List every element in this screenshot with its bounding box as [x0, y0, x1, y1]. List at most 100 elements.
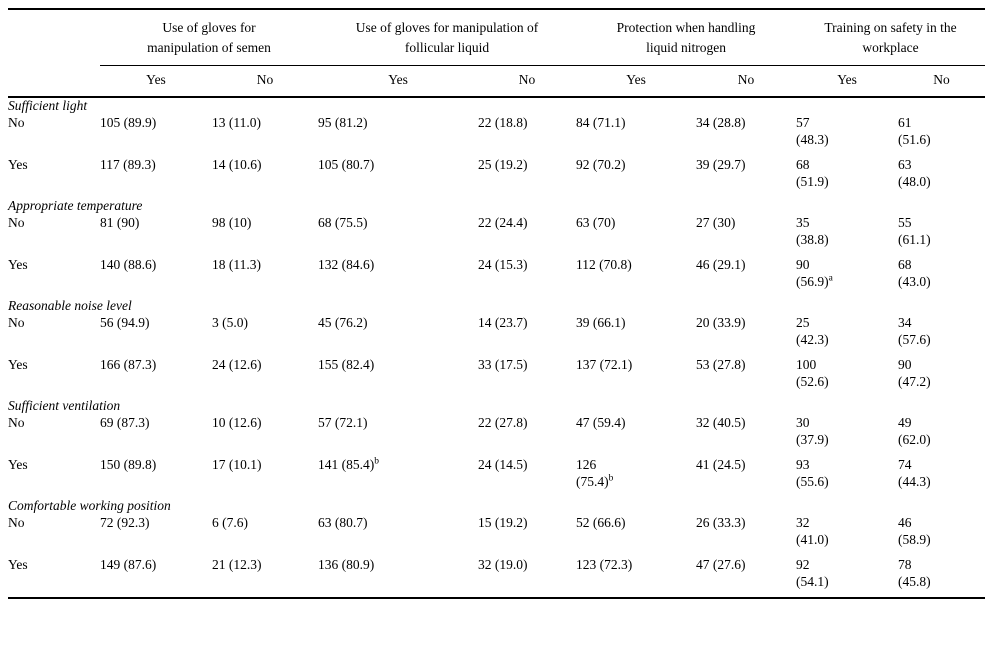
data-cell: 74 (44.3) — [898, 456, 931, 489]
subheader-row: Yes No Yes No Yes No Yes No — [8, 65, 986, 98]
data-cell: 95 (81.2) — [318, 114, 368, 130]
data-cell: 68 (75.5) — [318, 214, 368, 230]
row-label: No — [8, 214, 25, 230]
data-cell: 68 (51.9) — [796, 156, 829, 189]
crosstab-table: Use of gloves for manipulation of semen U… — [8, 8, 986, 599]
table-row: Yes 140 (88.6) 18 (11.3) 132 (84.6) 24 (… — [8, 256, 985, 298]
data-cell: 14 (10.6) — [212, 156, 262, 172]
data-cell: 81 (90) — [100, 214, 140, 230]
data-cell: 32 (41.0) — [796, 514, 829, 547]
group-header-row: Use of gloves for manipulation of semen U… — [8, 9, 986, 66]
data-cell: 25 (42.3) — [796, 314, 829, 347]
data-cell: 90 (47.2) — [898, 356, 931, 389]
data-cell: 72 (92.3) — [100, 514, 150, 530]
data-cell: 53 (27.8) — [696, 356, 746, 372]
data-cell: 24 (12.6) — [212, 356, 262, 372]
section-label: Reasonable noise level — [8, 297, 132, 313]
table-row: Yes 150 (89.8) 17 (10.1) 141 (85.4)b 24 … — [8, 456, 985, 498]
data-cell: 68 (43.0) — [898, 256, 931, 289]
data-cell: 32 (19.0) — [478, 556, 528, 572]
data-cell: 22 (24.4) — [478, 214, 528, 230]
data-cell: 25 (19.2) — [478, 156, 528, 172]
data-cell: 84 (71.1) — [576, 114, 626, 130]
row-label: No — [8, 114, 25, 130]
data-cell: 14 (23.7) — [478, 314, 528, 330]
table-row: No 105 (89.9) 13 (11.0) 95 (81.2) 22 (18… — [8, 114, 985, 156]
data-cell: 17 (10.1) — [212, 456, 262, 472]
data-cell: 126 (75.4)b — [576, 456, 614, 489]
data-cell: 47 (27.6) — [696, 556, 746, 572]
data-cell: 63 (70) — [576, 214, 616, 230]
data-cell: 61 (51.6) — [898, 114, 931, 147]
table-row: Yes 117 (89.3) 14 (10.6) 105 (80.7) 25 (… — [8, 156, 985, 198]
data-cell: 132 (84.6) — [318, 256, 375, 272]
data-cell: 45 (76.2) — [318, 314, 368, 330]
data-cell: 21 (12.3) — [212, 556, 262, 572]
data-cell: 32 (40.5) — [696, 414, 746, 430]
data-cell: 78 (45.8) — [898, 556, 931, 589]
data-cell: 41 (24.5) — [696, 456, 746, 472]
data-cell: 15 (19.2) — [478, 514, 528, 530]
row-label: Yes — [8, 256, 28, 272]
data-cell: 34 (28.8) — [696, 114, 746, 130]
data-cell: 55 (61.1) — [898, 214, 931, 247]
data-cell: 136 (80.9) — [318, 556, 375, 572]
data-cell: 26 (33.3) — [696, 514, 746, 530]
paper-table-page: Use of gloves for manipulation of semen U… — [0, 8, 992, 651]
data-cell: 52 (66.6) — [576, 514, 626, 530]
stub-cell — [8, 65, 100, 98]
data-cell: 18 (11.3) — [212, 256, 261, 272]
data-cell: 57 (48.3) — [796, 114, 829, 147]
group-header-gloves-semen: Use of gloves for manipulation of semen — [100, 9, 319, 66]
data-cell: 105 (80.7) — [318, 156, 375, 172]
table-row: No 69 (87.3) 10 (12.6) 57 (72.1) 22 (27.… — [8, 414, 985, 456]
group-header-gloves-follicular: Use of gloves for manipulation of follicu… — [318, 9, 577, 66]
row-label: No — [8, 514, 25, 530]
subheader-no: No — [898, 65, 986, 98]
data-cell: 47 (59.4) — [576, 414, 626, 430]
subheader-yes: Yes — [576, 65, 697, 98]
data-cell: 140 (88.6) — [100, 256, 157, 272]
data-cell: 63 (48.0) — [898, 156, 931, 189]
stub-cell — [8, 9, 100, 65]
data-cell: 10 (12.6) — [212, 414, 262, 430]
subheader-no: No — [478, 65, 577, 98]
data-cell: 100 (52.6) — [796, 356, 829, 389]
data-cell: 123 (72.3) — [576, 556, 633, 572]
section-row: Sufficient ventilation — [8, 398, 985, 414]
section-row: Sufficient light — [8, 97, 985, 114]
subheader-no: No — [212, 65, 319, 98]
data-cell: 98 (10) — [212, 214, 252, 230]
data-cell: 24 (14.5) — [478, 456, 528, 472]
table-row: No 56 (94.9) 3 (5.0) 45 (76.2) 14 (23.7)… — [8, 314, 985, 356]
data-cell: 34 (57.6) — [898, 314, 931, 347]
data-cell: 6 (7.6) — [212, 514, 248, 530]
table-row: Yes 149 (87.6) 21 (12.3) 136 (80.9) 32 (… — [8, 556, 985, 598]
data-cell: 20 (33.9) — [696, 314, 746, 330]
section-label: Appropriate temperature — [8, 197, 143, 213]
data-cell: 92 (70.2) — [576, 156, 626, 172]
data-cell: 112 (70.8) — [576, 256, 632, 272]
group-header-training: Training on safety in the workplace — [796, 9, 986, 66]
section-label: Sufficient ventilation — [8, 397, 121, 413]
section-row: Comfortable working position — [8, 498, 985, 514]
data-cell: 166 (87.3) — [100, 356, 157, 372]
data-cell: 49 (62.0) — [898, 414, 931, 447]
data-cell: 69 (87.3) — [100, 414, 150, 430]
table-row: No 72 (92.3) 6 (7.6) 63 (80.7) 15 (19.2)… — [8, 514, 985, 556]
data-cell: 57 (72.1) — [318, 414, 368, 430]
data-cell: 24 (15.3) — [478, 256, 528, 272]
data-cell: 33 (17.5) — [478, 356, 528, 372]
table-row: No 81 (90) 98 (10) 68 (75.5) 22 (24.4) 6… — [8, 214, 985, 256]
data-cell: 117 (89.3) — [100, 156, 156, 172]
data-cell: 150 (89.8) — [100, 456, 157, 472]
subheader-no: No — [696, 65, 797, 98]
row-label: Yes — [8, 356, 28, 372]
data-cell: 90 (56.9)a — [796, 256, 833, 289]
data-cell: 155 (82.4) — [318, 356, 375, 372]
section-label: Comfortable working position — [8, 497, 171, 513]
data-cell: 3 (5.0) — [212, 314, 248, 330]
data-cell: 46 (58.9) — [898, 514, 931, 547]
data-cell: 39 (66.1) — [576, 314, 626, 330]
row-label: No — [8, 314, 25, 330]
